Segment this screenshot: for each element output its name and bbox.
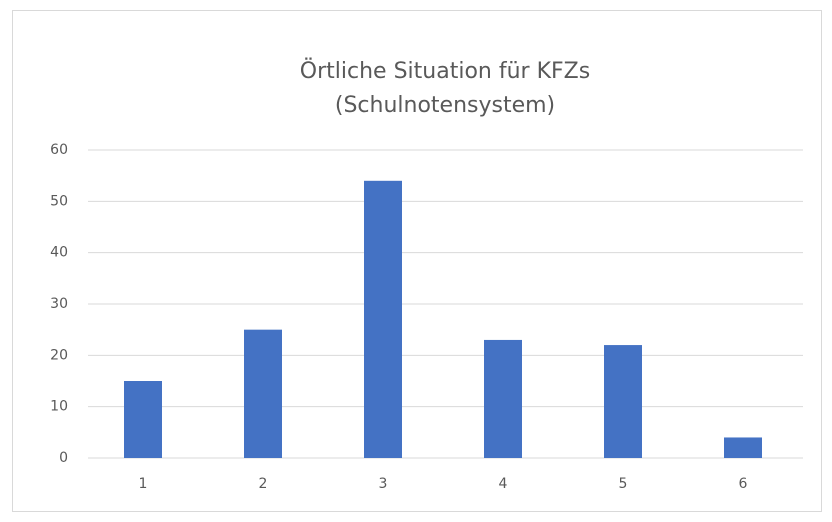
- x-tick-label: 2: [259, 476, 268, 492]
- y-tick-label: 0: [59, 450, 68, 466]
- bar: [124, 381, 162, 458]
- bar: [244, 329, 282, 458]
- x-tick-label: 3: [379, 476, 388, 492]
- y-tick-label: 60: [50, 142, 68, 158]
- y-tick-label: 50: [50, 193, 68, 209]
- x-tick-label: 6: [739, 476, 748, 492]
- y-tick-label: 40: [50, 245, 68, 261]
- bar: [724, 437, 762, 458]
- y-tick-label: 30: [50, 296, 68, 312]
- chart-subtitle: (Schulnotensystem): [335, 93, 555, 118]
- y-tick-label: 10: [50, 399, 68, 415]
- x-tick-label: 1: [139, 476, 148, 492]
- x-tick-label: 5: [619, 476, 628, 492]
- chart-title: Örtliche Situation für KFZs: [300, 58, 590, 84]
- bar: [604, 345, 642, 458]
- x-tick-label: 4: [499, 476, 508, 492]
- y-tick-label: 20: [50, 347, 68, 363]
- bar: [484, 339, 522, 458]
- bar: [364, 180, 402, 459]
